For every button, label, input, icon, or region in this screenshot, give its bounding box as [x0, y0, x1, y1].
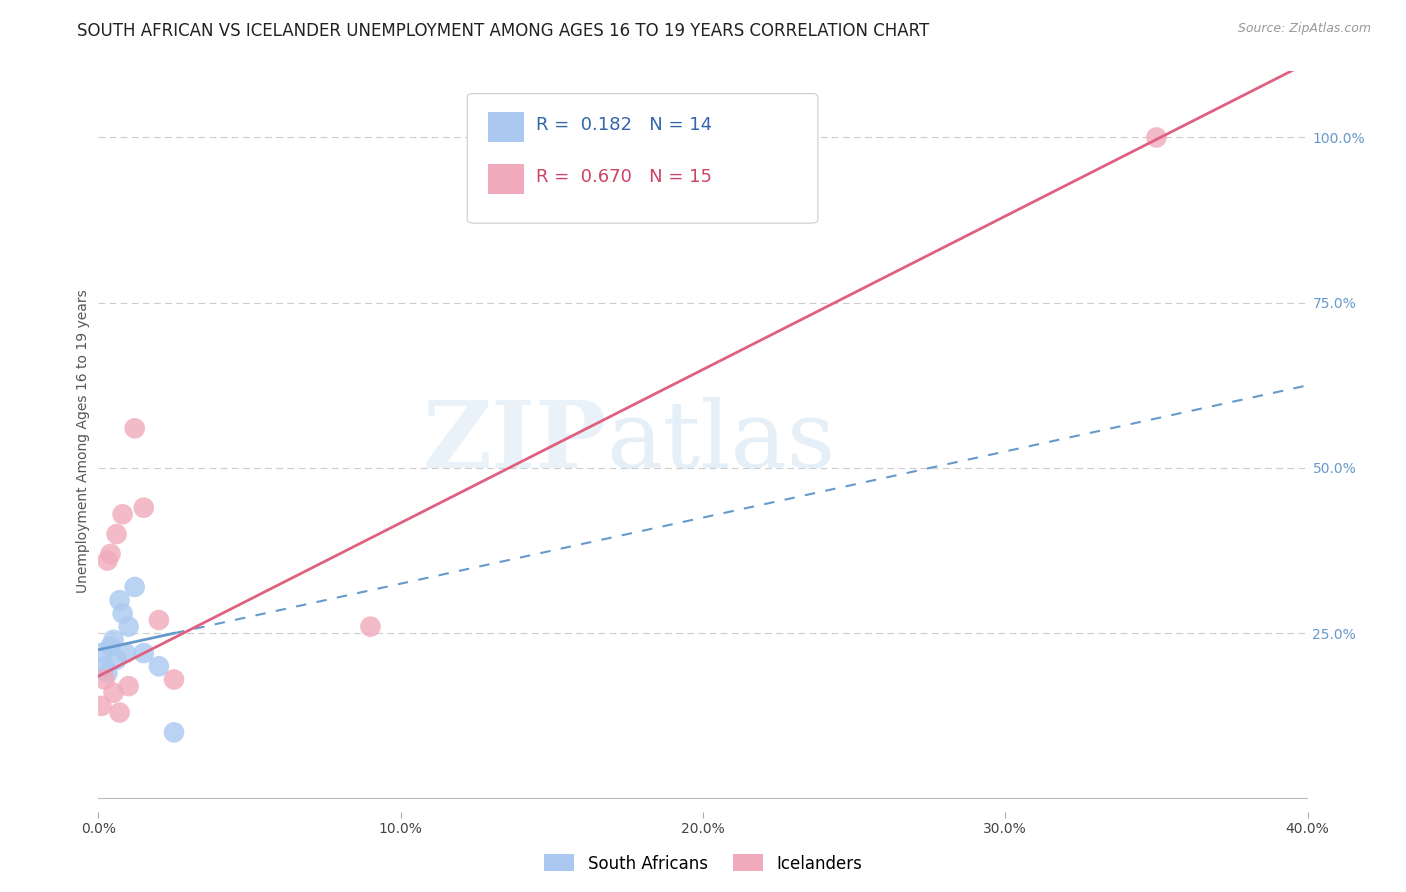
Text: Source: ZipAtlas.com: Source: ZipAtlas.com: [1237, 22, 1371, 36]
Text: R =  0.182   N = 14: R = 0.182 N = 14: [536, 117, 713, 135]
FancyBboxPatch shape: [488, 164, 524, 194]
Text: R =  0.670   N = 15: R = 0.670 N = 15: [536, 169, 711, 186]
Text: SOUTH AFRICAN VS ICELANDER UNEMPLOYMENT AMONG AGES 16 TO 19 YEARS CORRELATION CH: SOUTH AFRICAN VS ICELANDER UNEMPLOYMENT …: [77, 22, 929, 40]
Point: [163, 673, 186, 687]
Point: [108, 593, 131, 607]
Y-axis label: Unemployment Among Ages 16 to 19 years: Unemployment Among Ages 16 to 19 years: [76, 290, 90, 593]
Point: [163, 725, 186, 739]
Point: [111, 508, 134, 522]
Point: [111, 607, 134, 621]
Point: [108, 706, 131, 720]
Point: [90, 646, 112, 660]
Point: [96, 665, 118, 680]
Point: [90, 698, 112, 713]
Point: [96, 553, 118, 567]
Point: [148, 659, 170, 673]
Point: [118, 679, 141, 693]
Point: [105, 527, 128, 541]
Point: [132, 500, 155, 515]
Legend: South Africans, Icelanders: South Africans, Icelanders: [537, 847, 869, 880]
Text: ZIP: ZIP: [422, 397, 606, 486]
FancyBboxPatch shape: [488, 112, 524, 142]
Point: [93, 673, 115, 687]
Point: [118, 620, 141, 634]
Point: [360, 620, 382, 634]
Point: [105, 653, 128, 667]
Point: [148, 613, 170, 627]
Point: [1144, 130, 1167, 145]
Point: [100, 640, 122, 654]
Point: [103, 632, 125, 647]
Point: [124, 580, 146, 594]
Point: [132, 646, 155, 660]
Point: [124, 421, 146, 435]
Point: [93, 659, 115, 673]
Text: atlas: atlas: [606, 397, 835, 486]
Point: [103, 686, 125, 700]
FancyBboxPatch shape: [467, 94, 818, 223]
Point: [114, 646, 136, 660]
Point: [100, 547, 122, 561]
